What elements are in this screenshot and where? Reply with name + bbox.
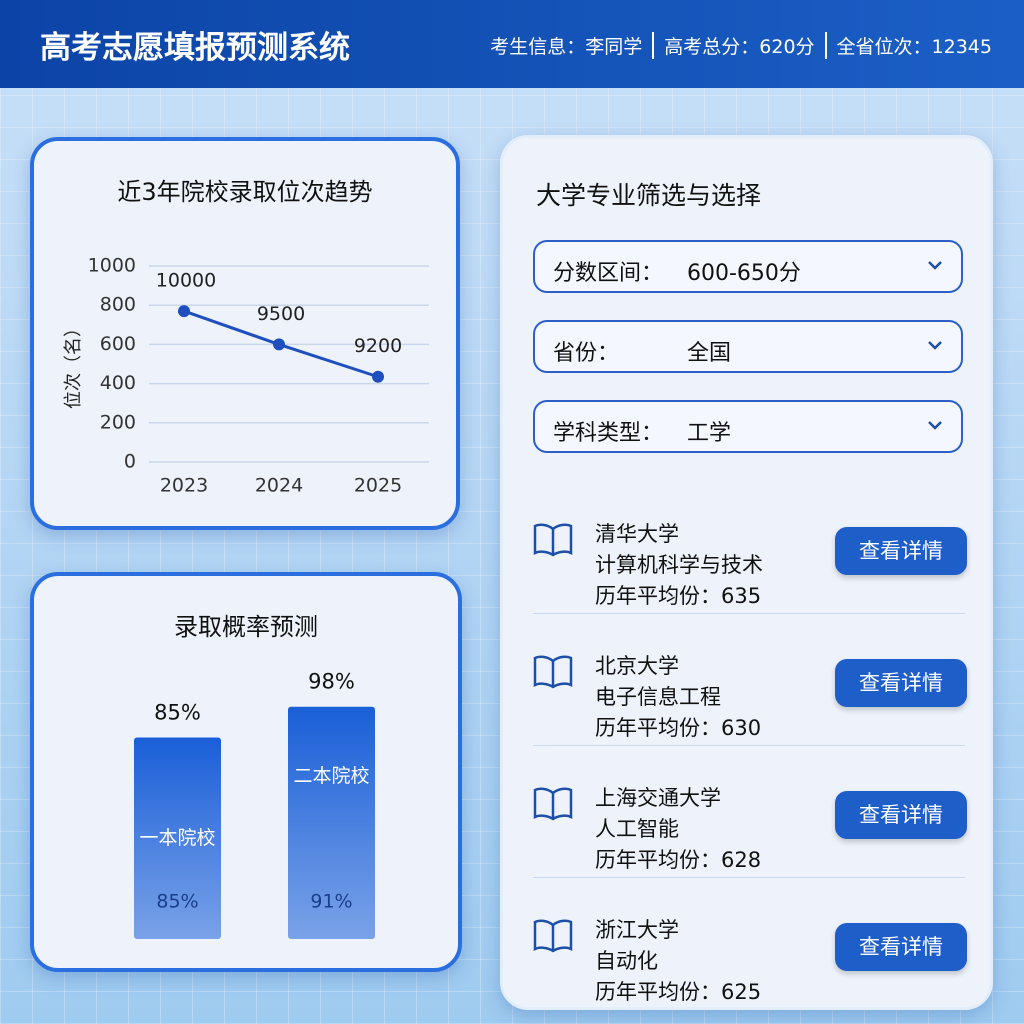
filter-value: 工学 bbox=[687, 421, 732, 446]
university-name: 北京大学 bbox=[595, 654, 679, 678]
major-name: 人工智能 bbox=[595, 817, 679, 841]
average-score: 历年平均份：625 bbox=[595, 980, 762, 1004]
separator bbox=[533, 745, 965, 746]
chevron bbox=[928, 421, 942, 430]
filter-value: 600-650分 bbox=[687, 261, 801, 286]
info-item: 考生信息：李同学 bbox=[490, 36, 643, 58]
book bbox=[533, 919, 573, 953]
bar bbox=[288, 706, 375, 939]
x-tick-label: 2025 bbox=[354, 475, 402, 497]
details-button[interactable]: 查看详情 bbox=[835, 791, 967, 839]
y-axis-label: 位次（名） bbox=[63, 319, 84, 409]
major-name: 计算机科学与技术 bbox=[595, 553, 763, 577]
university-item: 清华大学计算机科学与技术 历年平均份：635 查看详情 bbox=[533, 519, 967, 641]
filter-dropdown[interactable]: 学科类型： 工学 bbox=[533, 400, 963, 453]
y-tick-label: 600 bbox=[100, 333, 136, 355]
selection-card: 大学专业筛选与选择 分数区间： 600-650分省份： 全国学科类型： 工学清华大学计… bbox=[500, 135, 993, 1010]
point-label: 9200 bbox=[354, 335, 402, 357]
bar-category: 二本院校 bbox=[293, 765, 369, 787]
university-text: 北京大学电子信息工程历年平均份：630 bbox=[595, 651, 761, 744]
book-icon bbox=[533, 655, 573, 689]
chevron bbox=[928, 261, 942, 270]
details-button[interactable]: 查看详情 bbox=[835, 923, 967, 971]
chevron bbox=[928, 341, 942, 350]
university-name: 清华大学 bbox=[595, 522, 679, 546]
average-score: 历年平均份：628 bbox=[595, 848, 762, 872]
book-icon bbox=[533, 787, 573, 821]
y-tick-label: 400 bbox=[100, 372, 136, 394]
y-tick-label: 800 bbox=[100, 294, 136, 316]
chevron-icon bbox=[928, 261, 942, 270]
point-label: 10000 bbox=[156, 270, 216, 292]
trend-card: 近3年院校录取位次趋势位次（名） 0 200 400 600 800 1000 2023 202… bbox=[30, 137, 460, 530]
university-name: 浙江大学 bbox=[595, 918, 679, 942]
panel-title: 大学专业筛选与选择 bbox=[536, 181, 762, 210]
university-text: 清华大学计算机科学与技术 历年平均份：635 bbox=[595, 519, 763, 612]
average-score: 历年平均份：635 bbox=[595, 584, 762, 608]
bar-value-label: 85% bbox=[154, 701, 201, 725]
info-item: 高考总分：620分 bbox=[652, 32, 824, 59]
book-icon bbox=[533, 523, 573, 557]
major-name: 电子信息工程 bbox=[595, 685, 721, 709]
chevron-icon bbox=[928, 341, 942, 350]
chart-title: 近3年院校录取位次趋势 bbox=[117, 178, 372, 206]
filter-label: 省份： bbox=[553, 341, 620, 366]
filter-label: 分数区间： bbox=[553, 261, 664, 286]
university-item: 北京大学电子信息工程历年平均份：630 查看详情 bbox=[533, 651, 967, 773]
filter-dropdown[interactable]: 分数区间： 600-650分 bbox=[533, 240, 963, 293]
bar bbox=[134, 737, 221, 939]
probability-card: 录取概率预测 85% 一本院校 85% 98% 二本院校 91% bbox=[30, 572, 462, 972]
bar-value-label: 98% bbox=[308, 670, 355, 694]
chart-title: 录取概率预测 bbox=[174, 613, 318, 641]
details-button[interactable]: 查看详情 bbox=[835, 527, 967, 575]
book-icon bbox=[533, 919, 573, 953]
y-tick-label: 1000 bbox=[88, 255, 136, 277]
x-tick-label: 2023 bbox=[160, 475, 208, 497]
chevron-icon bbox=[928, 421, 942, 430]
university-name: 上海交通大学 bbox=[595, 786, 721, 810]
data-point bbox=[372, 370, 384, 383]
bar-chart: 录取概率预测 85% 一本院校 85% 98% 二本院校 91% bbox=[134, 613, 375, 939]
separator bbox=[533, 613, 965, 614]
app-title: 高考志愿填报预测系统 bbox=[40, 30, 350, 66]
header: 高考志愿填报预测系统 考生信息：李同学 高考总分：620分 全省位次：12345 bbox=[0, 0, 1024, 88]
book bbox=[533, 523, 573, 557]
details-button[interactable]: 查看详情 bbox=[835, 659, 967, 707]
book bbox=[533, 787, 573, 821]
data-point bbox=[178, 305, 190, 318]
point-label: 9500 bbox=[257, 303, 305, 325]
y-tick-label: 200 bbox=[100, 411, 136, 433]
major-name: 自动化 bbox=[595, 949, 658, 973]
filter-label: 学科类型： bbox=[553, 421, 664, 446]
university-item: 浙江大学自动化历年平均份：625 查看详情 bbox=[533, 915, 967, 1024]
separator bbox=[533, 877, 965, 878]
book bbox=[533, 655, 573, 689]
y-tick-label: 0 bbox=[124, 451, 136, 473]
bar-inner-label: 85% bbox=[156, 891, 198, 913]
data-point bbox=[273, 338, 285, 351]
info-item: 全省位次：12345 bbox=[824, 32, 1002, 59]
average-score: 历年平均份：630 bbox=[595, 716, 762, 740]
x-tick-label: 2024 bbox=[255, 475, 303, 497]
university-text: 上海交通大学 人工智能历年平均份：628 bbox=[595, 783, 761, 876]
filter-dropdown[interactable]: 省份： 全国 bbox=[533, 320, 963, 373]
university-item: 上海交通大学 人工智能历年平均份：628 查看详情 bbox=[533, 783, 967, 905]
bar-category: 一本院校 bbox=[139, 827, 215, 849]
filter-value: 全国 bbox=[687, 341, 732, 366]
bar-inner-label: 91% bbox=[310, 891, 352, 913]
student-info: 考生信息：李同学 高考总分：620分 全省位次：12345 bbox=[480, 32, 1002, 59]
university-text: 浙江大学自动化历年平均份：625 bbox=[595, 915, 761, 1008]
